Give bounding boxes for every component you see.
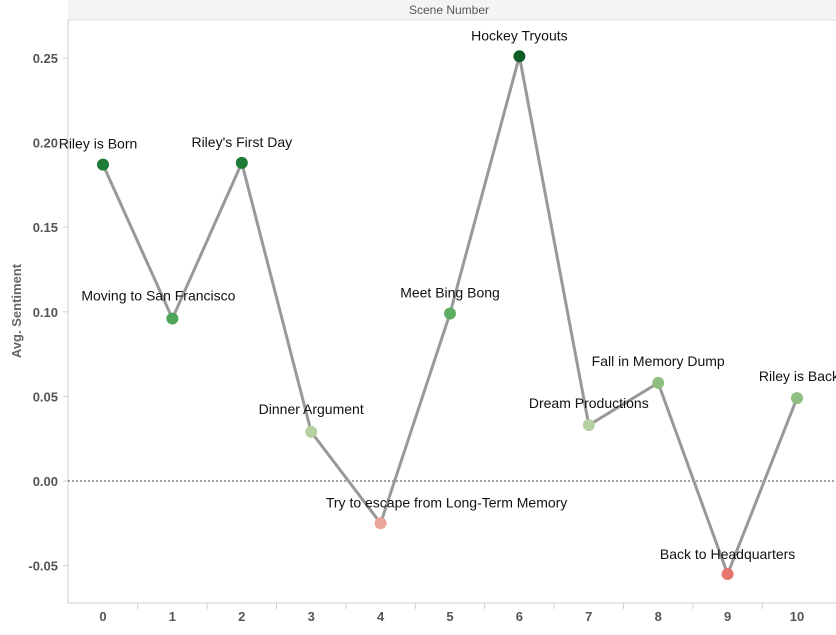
header-strip <box>68 0 836 20</box>
x-tick-label: 3 <box>308 609 315 624</box>
data-point <box>97 158 109 171</box>
point-label: Hockey Tryouts <box>471 27 567 43</box>
x-tick-label: 2 <box>238 609 245 624</box>
point-label: Dinner Argument <box>259 401 364 417</box>
point-label: Back to Headquarters <box>660 546 795 562</box>
x-tick-label: 6 <box>516 609 523 624</box>
y-tick-label: 0.10 <box>33 305 58 320</box>
x-tick-label: 8 <box>655 609 662 624</box>
data-point <box>235 156 248 169</box>
data-point <box>652 376 665 389</box>
point-label: Try to escape from Long-Term Memory <box>326 494 567 510</box>
data-point <box>791 392 803 405</box>
point-label: Moving to San Francisco <box>81 288 235 304</box>
x-tick-label: 10 <box>790 609 804 624</box>
y-tick-group: 0.25 0.20 0.15 0.10 0.05 0.00 -0.05 <box>28 51 68 574</box>
x-tick-label: 0 <box>99 609 106 624</box>
y-tick-label: 0.25 <box>33 51 58 66</box>
x-tick-label: 1 <box>169 609 176 624</box>
y-tick-label: 0.00 <box>33 474 58 489</box>
x-tick-label: 7 <box>585 609 592 624</box>
point-label-group: Riley is Born Moving to San Francisco Rile… <box>59 27 836 562</box>
data-point <box>305 425 318 438</box>
data-point <box>513 50 526 63</box>
data-point <box>721 568 734 581</box>
data-point <box>444 307 456 320</box>
data-point <box>582 419 595 432</box>
x-tick-label: 9 <box>724 609 731 624</box>
point-label: Riley is Born <box>59 136 138 152</box>
data-point-group <box>97 50 803 581</box>
point-label: Meet Bing Bong <box>400 284 500 300</box>
point-label: Riley is Back <box>759 368 836 384</box>
y-tick-label: -0.05 <box>28 559 58 574</box>
y-tick-label: 0.15 <box>33 220 58 235</box>
point-label: Dream Productions <box>529 395 649 411</box>
data-point <box>166 312 179 325</box>
x-tick-label: 5 <box>446 609 453 624</box>
x-tick-group: 0 1 2 3 4 5 6 7 8 9 10 <box>99 603 804 624</box>
point-label: Fall in Memory Dump <box>592 353 725 369</box>
chart-title: Scene Number <box>409 3 489 17</box>
x-tick-label: 4 <box>377 609 385 624</box>
y-tick-label: 0.05 <box>33 389 58 404</box>
y-axis-title: Avg. Sentiment <box>9 263 24 358</box>
y-tick-label: 0.20 <box>33 136 58 151</box>
data-point <box>374 517 387 530</box>
point-label: Riley's First Day <box>191 134 292 150</box>
